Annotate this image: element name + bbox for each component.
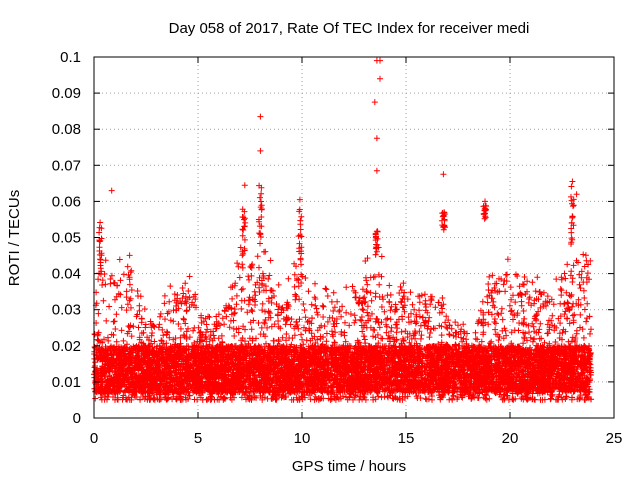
x-tick-labels: 0 5 10 15 20 25 <box>90 430 623 447</box>
y-tick-label: 0.1 <box>60 49 81 66</box>
y-tick-label: 0.08 <box>52 121 81 138</box>
x-tick-label: 20 <box>502 430 519 447</box>
y-tick-label: 0.09 <box>52 85 81 102</box>
x-tick-label: 10 <box>294 430 311 447</box>
x-tick-label: 25 <box>606 430 623 447</box>
y-tick-labels: 0 0.01 0.02 0.03 0.04 0.05 0.06 0.07 0.08 0.09 0.1 <box>52 49 81 427</box>
x-axis-label: GPS time / hours <box>292 458 406 475</box>
y-tick-label: 0.05 <box>52 230 81 247</box>
y-tick-label: 0.07 <box>52 157 81 174</box>
y-tick-label: 0.02 <box>52 338 81 355</box>
y-tick-label: 0.06 <box>52 193 81 210</box>
axis-ticks <box>93 56 615 419</box>
y-tick-label: 0.03 <box>52 302 81 319</box>
x-tick-label: 5 <box>194 430 202 447</box>
y-axis-label: ROTI / TECUs <box>6 190 23 286</box>
y-tick-label: 0 <box>73 410 81 427</box>
x-tick-label: 0 <box>90 430 98 447</box>
x-tick-label: 15 <box>398 430 415 447</box>
y-tick-label: 0.04 <box>52 266 81 283</box>
scatter-marks <box>91 57 595 403</box>
y-tick-label: 0.01 <box>52 374 81 391</box>
chart-title: Day 058 of 2017, Rate Of TEC Index for r… <box>169 20 530 37</box>
data-points <box>91 57 595 403</box>
